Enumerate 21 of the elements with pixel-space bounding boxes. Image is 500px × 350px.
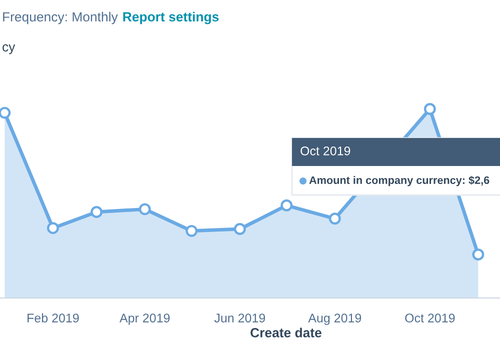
point xyxy=(186,224,198,237)
text: Report settings xyxy=(123,12,219,24)
x-axis-title: Create date xyxy=(250,328,322,338)
annotation: Amount in company currency: $2,6 xyxy=(309,176,490,186)
point xyxy=(328,212,341,225)
point xyxy=(424,103,436,115)
text: cy xyxy=(2,44,16,54)
point xyxy=(472,248,484,261)
x-tick-label: Oct 2019 xyxy=(405,314,455,322)
point xyxy=(0,106,11,119)
point xyxy=(234,223,246,235)
point xyxy=(280,199,293,212)
x-tick-label: Feb 2019 xyxy=(28,313,79,322)
annotation: Oct 2019 xyxy=(300,146,350,156)
point xyxy=(90,206,103,218)
point xyxy=(138,203,151,216)
x-tick-label: Apr 2019 xyxy=(120,314,170,325)
x-tick-label: Aug 2019 xyxy=(308,314,362,325)
point xyxy=(46,222,59,234)
x-tick-label: Jun 2019 xyxy=(214,314,265,322)
chart-title: Frequency: Monthly xyxy=(3,12,118,24)
